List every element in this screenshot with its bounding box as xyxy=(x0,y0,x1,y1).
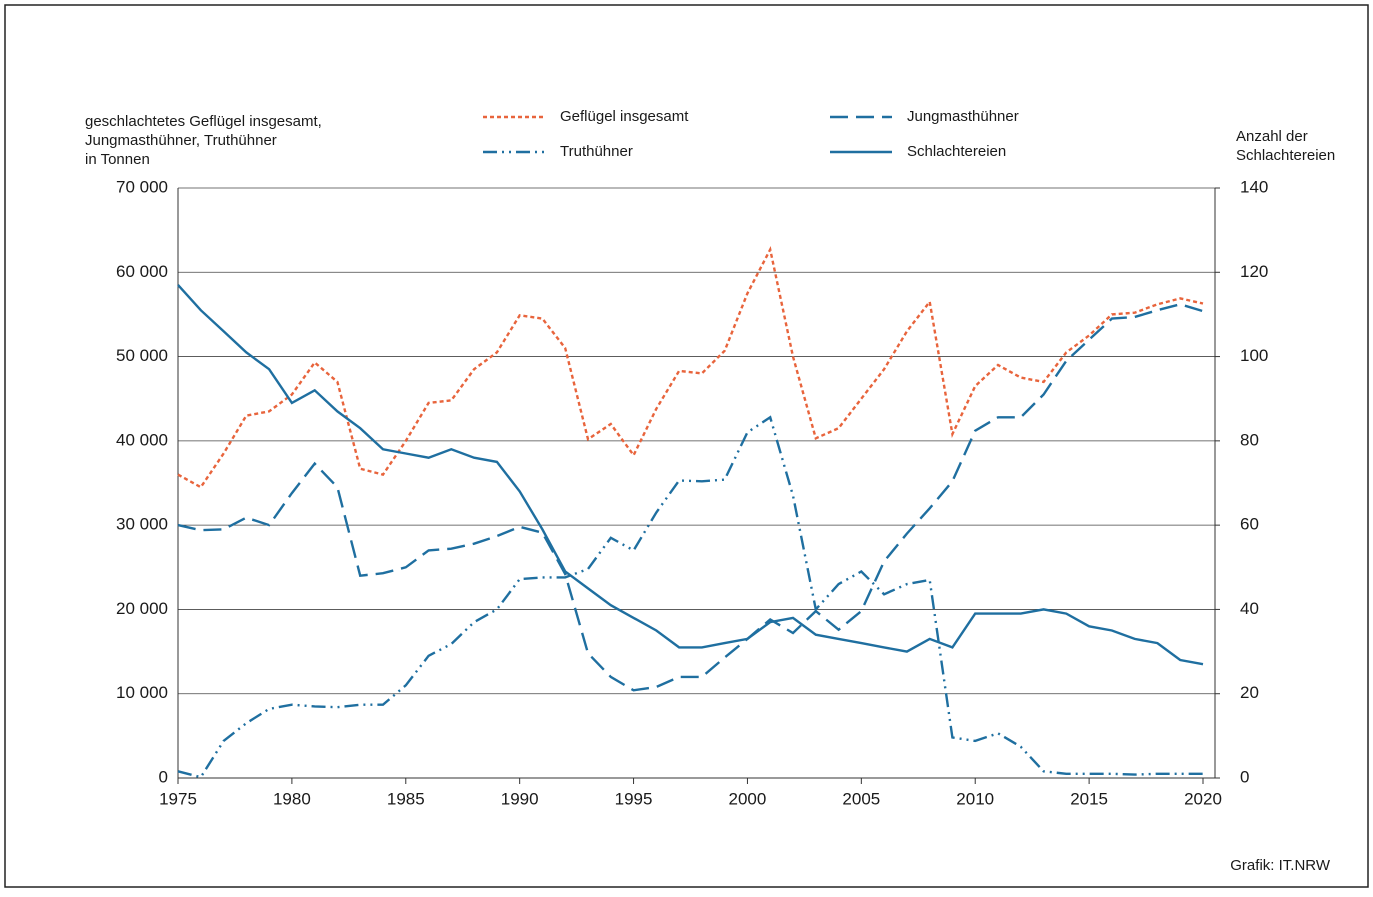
x-tick-label: 2000 xyxy=(729,789,767,808)
source: Grafik: IT.NRW xyxy=(1230,857,1331,874)
y-axis-label: in Tonnen xyxy=(85,151,150,168)
x-tick-label: 2020 xyxy=(1184,789,1222,808)
x-tick-label: 1975 xyxy=(159,789,197,808)
y2-axis-label: Anzahl der xyxy=(1236,128,1308,145)
series-line xyxy=(177,245,1204,489)
y-tick-label: 70 000 xyxy=(116,177,168,196)
series-line xyxy=(177,284,1204,666)
y2-tick-label: 60 xyxy=(1240,515,1259,534)
y2-axis-label: Schlachtereien xyxy=(1236,147,1335,164)
y-tick-label: 10 000 xyxy=(116,683,168,702)
x-tick-label: 1985 xyxy=(387,789,425,808)
y-tick-label: 50 000 xyxy=(116,346,168,365)
y-tick-label: 60 000 xyxy=(116,262,168,281)
x-tick-label: 1990 xyxy=(501,789,539,808)
x-tick-label: 2005 xyxy=(842,789,880,808)
y2-tick-label: 0 xyxy=(1240,767,1249,786)
y2-tick-label: 140 xyxy=(1240,177,1268,196)
y2-tick-label: 40 xyxy=(1240,599,1259,618)
x-tick-label: 2015 xyxy=(1070,789,1108,808)
y2-tick-label: 120 xyxy=(1240,262,1268,281)
y2-tick-label: 80 xyxy=(1240,430,1259,449)
series-line xyxy=(177,303,1204,692)
y-axis-label: geschlachtetes Geflügel insgesamt, xyxy=(85,113,322,130)
frame xyxy=(4,4,1369,888)
y-tick-label: 20 000 xyxy=(116,599,168,618)
y2-tick-label: 20 xyxy=(1240,683,1259,702)
legend-label: Geflügel insgesamt xyxy=(560,108,689,125)
y-axis-label: Jungmasthühner, Truthühner xyxy=(85,132,277,149)
x-tick-label: 1995 xyxy=(615,789,653,808)
legend-label: Jungmasthühner xyxy=(907,108,1019,125)
legend-label: Schlachtereien xyxy=(907,143,1006,160)
x-tick-label: 1980 xyxy=(273,789,311,808)
y-tick-label: 0 xyxy=(159,767,168,786)
series-line xyxy=(177,415,1203,779)
y-tick-label: 40 000 xyxy=(116,430,168,449)
legend-label: Truthühner xyxy=(560,143,633,160)
x-tick-label: 2010 xyxy=(956,789,994,808)
y2-tick-label: 100 xyxy=(1240,346,1268,365)
y-tick-label: 30 000 xyxy=(116,515,168,534)
